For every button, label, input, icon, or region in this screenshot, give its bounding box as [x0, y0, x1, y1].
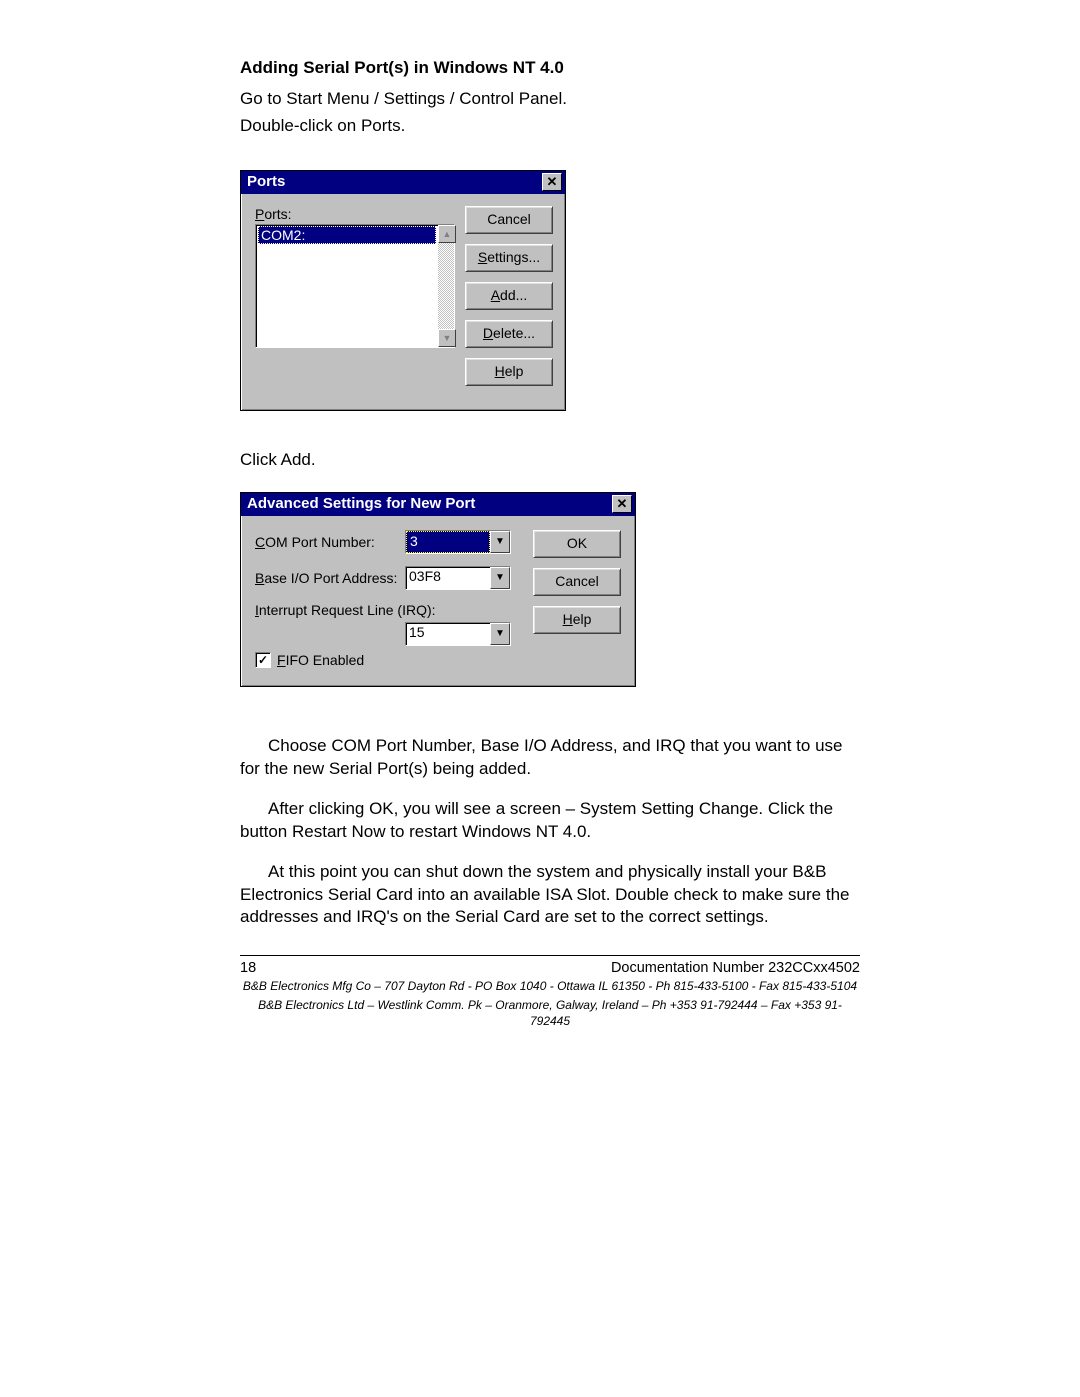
page-number: 18: [240, 960, 256, 976]
divider: [240, 955, 860, 956]
chevron-down-icon[interactable]: ▼: [490, 567, 510, 589]
help-button[interactable]: Help: [465, 358, 553, 386]
base-io-label: Base I/O Port Address:: [255, 570, 405, 586]
help-button[interactable]: Help: [533, 606, 621, 634]
click-add-text: Click Add.: [240, 449, 860, 472]
base-io-value: 03F8: [406, 567, 490, 589]
footer-address-2: B&B Electronics Ltd – Westlink Comm. Pk …: [240, 997, 860, 1029]
scroll-down-icon[interactable]: ▼: [438, 329, 456, 347]
intro-line-2: Double-click on Ports.: [240, 115, 860, 138]
list-item[interactable]: COM2:: [258, 226, 436, 244]
com-port-combo[interactable]: 3 ▼: [405, 530, 511, 554]
com-port-label: COM Port Number:: [255, 534, 405, 550]
cancel-button[interactable]: Cancel: [465, 206, 553, 234]
ports-title: Ports: [247, 173, 285, 190]
base-io-combo[interactable]: 03F8 ▼: [405, 566, 511, 590]
add-button[interactable]: Add...: [465, 282, 553, 310]
advanced-titlebar: Advanced Settings for New Port ✕: [241, 493, 635, 516]
com-port-value: 3: [406, 531, 490, 553]
ports-listbox[interactable]: COM2: ▲ ▼: [255, 224, 455, 348]
advanced-title: Advanced Settings for New Port: [247, 495, 475, 512]
ok-button[interactable]: OK: [533, 530, 621, 558]
ports-label: Ports:: [255, 206, 455, 222]
irq-label: Interrupt Request Line (IRQ):: [255, 602, 436, 618]
settings-button[interactable]: Settings...: [465, 244, 553, 272]
close-icon[interactable]: ✕: [612, 495, 632, 513]
cancel-button[interactable]: Cancel: [533, 568, 621, 596]
close-icon[interactable]: ✕: [542, 173, 562, 191]
fifo-label: FIFO Enabled: [277, 652, 364, 668]
irq-combo[interactable]: 15 ▼: [405, 622, 511, 646]
advanced-settings-dialog: Advanced Settings for New Port ✕ COM Por…: [240, 492, 636, 687]
paragraph-3: At this point you can shut down the syst…: [240, 861, 860, 930]
footer-address-1: B&B Electronics Mfg Co – 707 Dayton Rd -…: [240, 978, 860, 994]
ports-dialog: Ports ✕ Ports: COM2: ▲ ▼ Cancel Settings…: [240, 170, 566, 411]
intro-line-1: Go to Start Menu / Settings / Control Pa…: [240, 88, 860, 111]
chevron-down-icon[interactable]: ▼: [490, 623, 510, 645]
doc-number: Documentation Number 232CCxx4502: [611, 960, 860, 976]
scroll-up-icon[interactable]: ▲: [438, 225, 456, 243]
paragraph-1: Choose COM Port Number, Base I/O Address…: [240, 735, 860, 781]
scrollbar[interactable]: ▲ ▼: [438, 225, 454, 347]
page-heading: Adding Serial Port(s) in Windows NT 4.0: [240, 58, 860, 78]
delete-button[interactable]: Delete...: [465, 320, 553, 348]
irq-value: 15: [406, 623, 490, 645]
paragraph-2: After clicking OK, you will see a screen…: [240, 798, 860, 844]
chevron-down-icon[interactable]: ▼: [490, 531, 510, 553]
fifo-checkbox[interactable]: ✓: [255, 652, 271, 668]
ports-titlebar: Ports ✕: [241, 171, 565, 194]
